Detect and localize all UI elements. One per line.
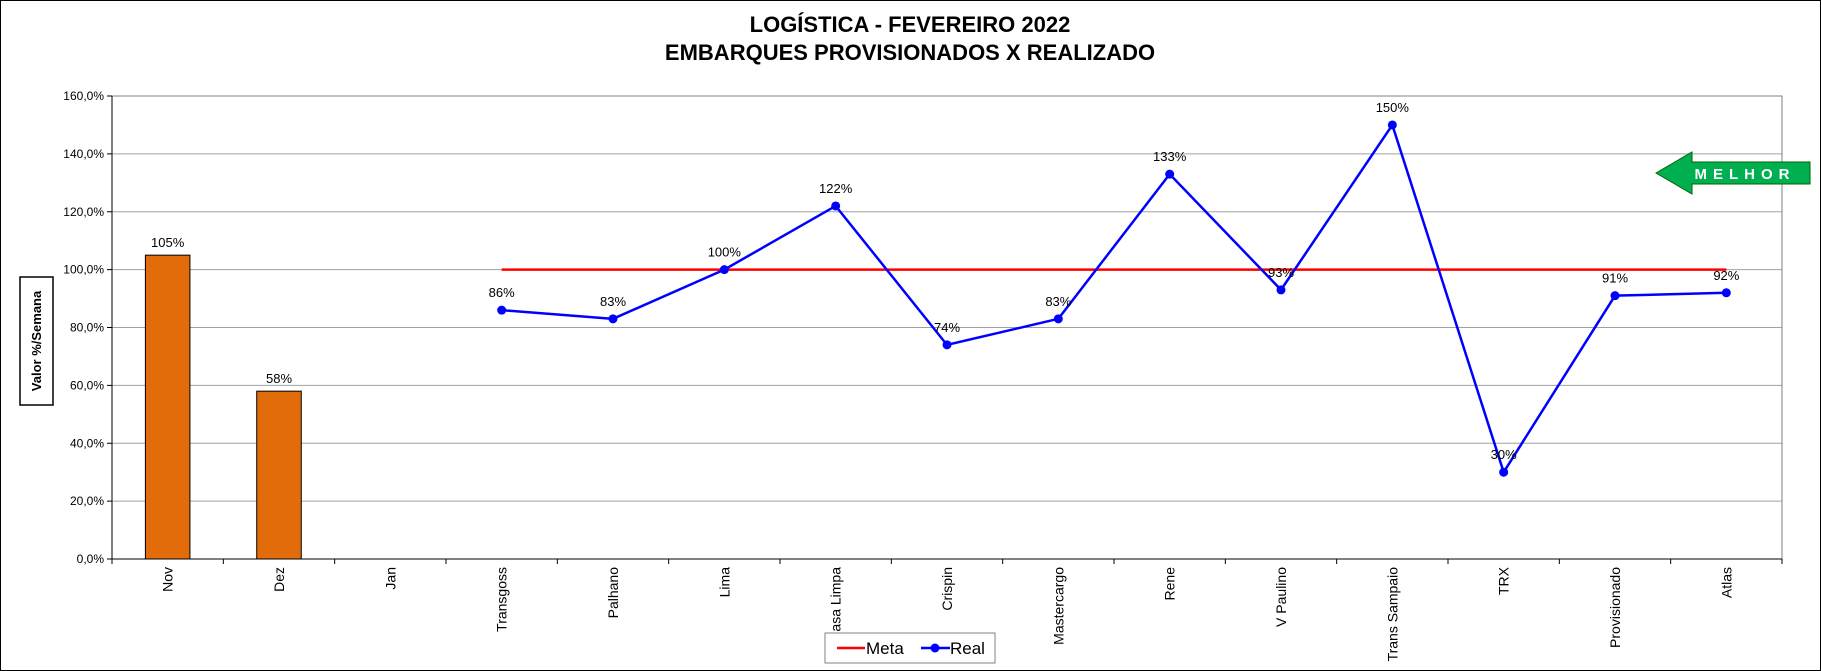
real-point xyxy=(1387,120,1397,130)
chart-title-line-1: LOGÍSTICA - FEVEREIRO 2022 xyxy=(750,12,1071,37)
y-axis-title-box: Valor %/Semana xyxy=(19,276,54,406)
real-point xyxy=(831,201,841,211)
x-category-label: Rene xyxy=(1162,567,1178,601)
y-tick-label: 0,0% xyxy=(77,552,105,566)
x-category-label: V Paulino xyxy=(1273,567,1289,627)
bar-data-label: 105% xyxy=(151,235,185,250)
y-tick-label: 160,0% xyxy=(63,89,104,103)
real-line xyxy=(501,122,1727,476)
axes: 0,0% 20,0% 40,0% 60,0% 80,0% 100,0% 120,0% 140,… xyxy=(63,89,1783,662)
real-point xyxy=(719,265,729,275)
real-data-label: 92% xyxy=(1713,268,1739,283)
real-point xyxy=(1276,285,1286,295)
bar xyxy=(144,254,191,560)
line-series xyxy=(497,120,1731,477)
gridlines xyxy=(112,95,1782,502)
x-category-label: Dez xyxy=(271,567,287,592)
melhor-label: MELHOR xyxy=(1695,166,1796,183)
real-point xyxy=(1165,169,1175,179)
real-point xyxy=(608,314,618,324)
y-tick-label: 40,0% xyxy=(70,436,104,450)
x-category-label: Crispin xyxy=(939,567,955,611)
y-tick-label: 80,0% xyxy=(70,321,104,335)
real-data-label: 74% xyxy=(934,320,960,335)
real-data-label: 86% xyxy=(489,285,515,300)
real-data-label: 150% xyxy=(1376,100,1410,115)
real-data-label: 133% xyxy=(1153,149,1187,164)
real-point xyxy=(942,340,952,350)
data-labels: 105% 58% 86% 83% 100% 122% 74% 83% 133% 93% 150% 30… xyxy=(151,100,1740,462)
real-data-label: 93% xyxy=(1268,265,1294,280)
y-tick-label: 120,0% xyxy=(63,205,104,219)
x-category-label: Trans Sampaio xyxy=(1384,567,1400,662)
x-category-label: Mastercargo xyxy=(1050,567,1066,645)
real-data-label: 91% xyxy=(1602,271,1628,286)
real-data-label: 100% xyxy=(708,245,742,260)
real-point xyxy=(1499,467,1509,477)
x-category-label: TRX xyxy=(1496,566,1512,595)
bar-data-label: 58% xyxy=(266,371,292,386)
bar xyxy=(256,390,302,560)
x-category-label: asa Limpa xyxy=(828,567,844,632)
real-data-label: 83% xyxy=(1045,294,1071,309)
y-tick-label: 100,0% xyxy=(63,263,104,277)
x-category-label: Lima xyxy=(716,567,732,598)
bar-series xyxy=(144,254,302,560)
x-category-label: Palhano xyxy=(605,567,621,619)
x-category-label: Provisionado xyxy=(1607,567,1623,648)
real-point xyxy=(1721,288,1731,298)
x-category-label: Jan xyxy=(382,567,398,590)
real-point xyxy=(497,305,507,315)
melhor-arrow: MELHOR xyxy=(1655,151,1811,195)
real-data-label: 83% xyxy=(600,294,626,309)
y-tick-label: 20,0% xyxy=(70,494,104,508)
chart-title-line-2: EMBARQUES PROVISIONADOS X REALIZADO xyxy=(665,40,1155,65)
legend-real-label: Real xyxy=(950,639,985,658)
x-category-label: Transgoss xyxy=(494,567,510,632)
x-category-label: Atlas xyxy=(1718,567,1734,598)
real-data-label: 122% xyxy=(819,181,853,196)
real-point xyxy=(1053,314,1063,324)
y-axis-title: Valor %/Semana xyxy=(29,290,44,391)
x-category-label: Nov xyxy=(160,567,176,592)
real-data-label: 30% xyxy=(1491,447,1517,462)
y-tick-label: 60,0% xyxy=(70,378,104,392)
legend: Meta Real xyxy=(824,632,996,664)
legend-meta-label: Meta xyxy=(866,639,904,658)
real-point xyxy=(1610,291,1620,301)
y-tick-label: 140,0% xyxy=(63,147,104,161)
legend-real-marker xyxy=(930,643,940,653)
